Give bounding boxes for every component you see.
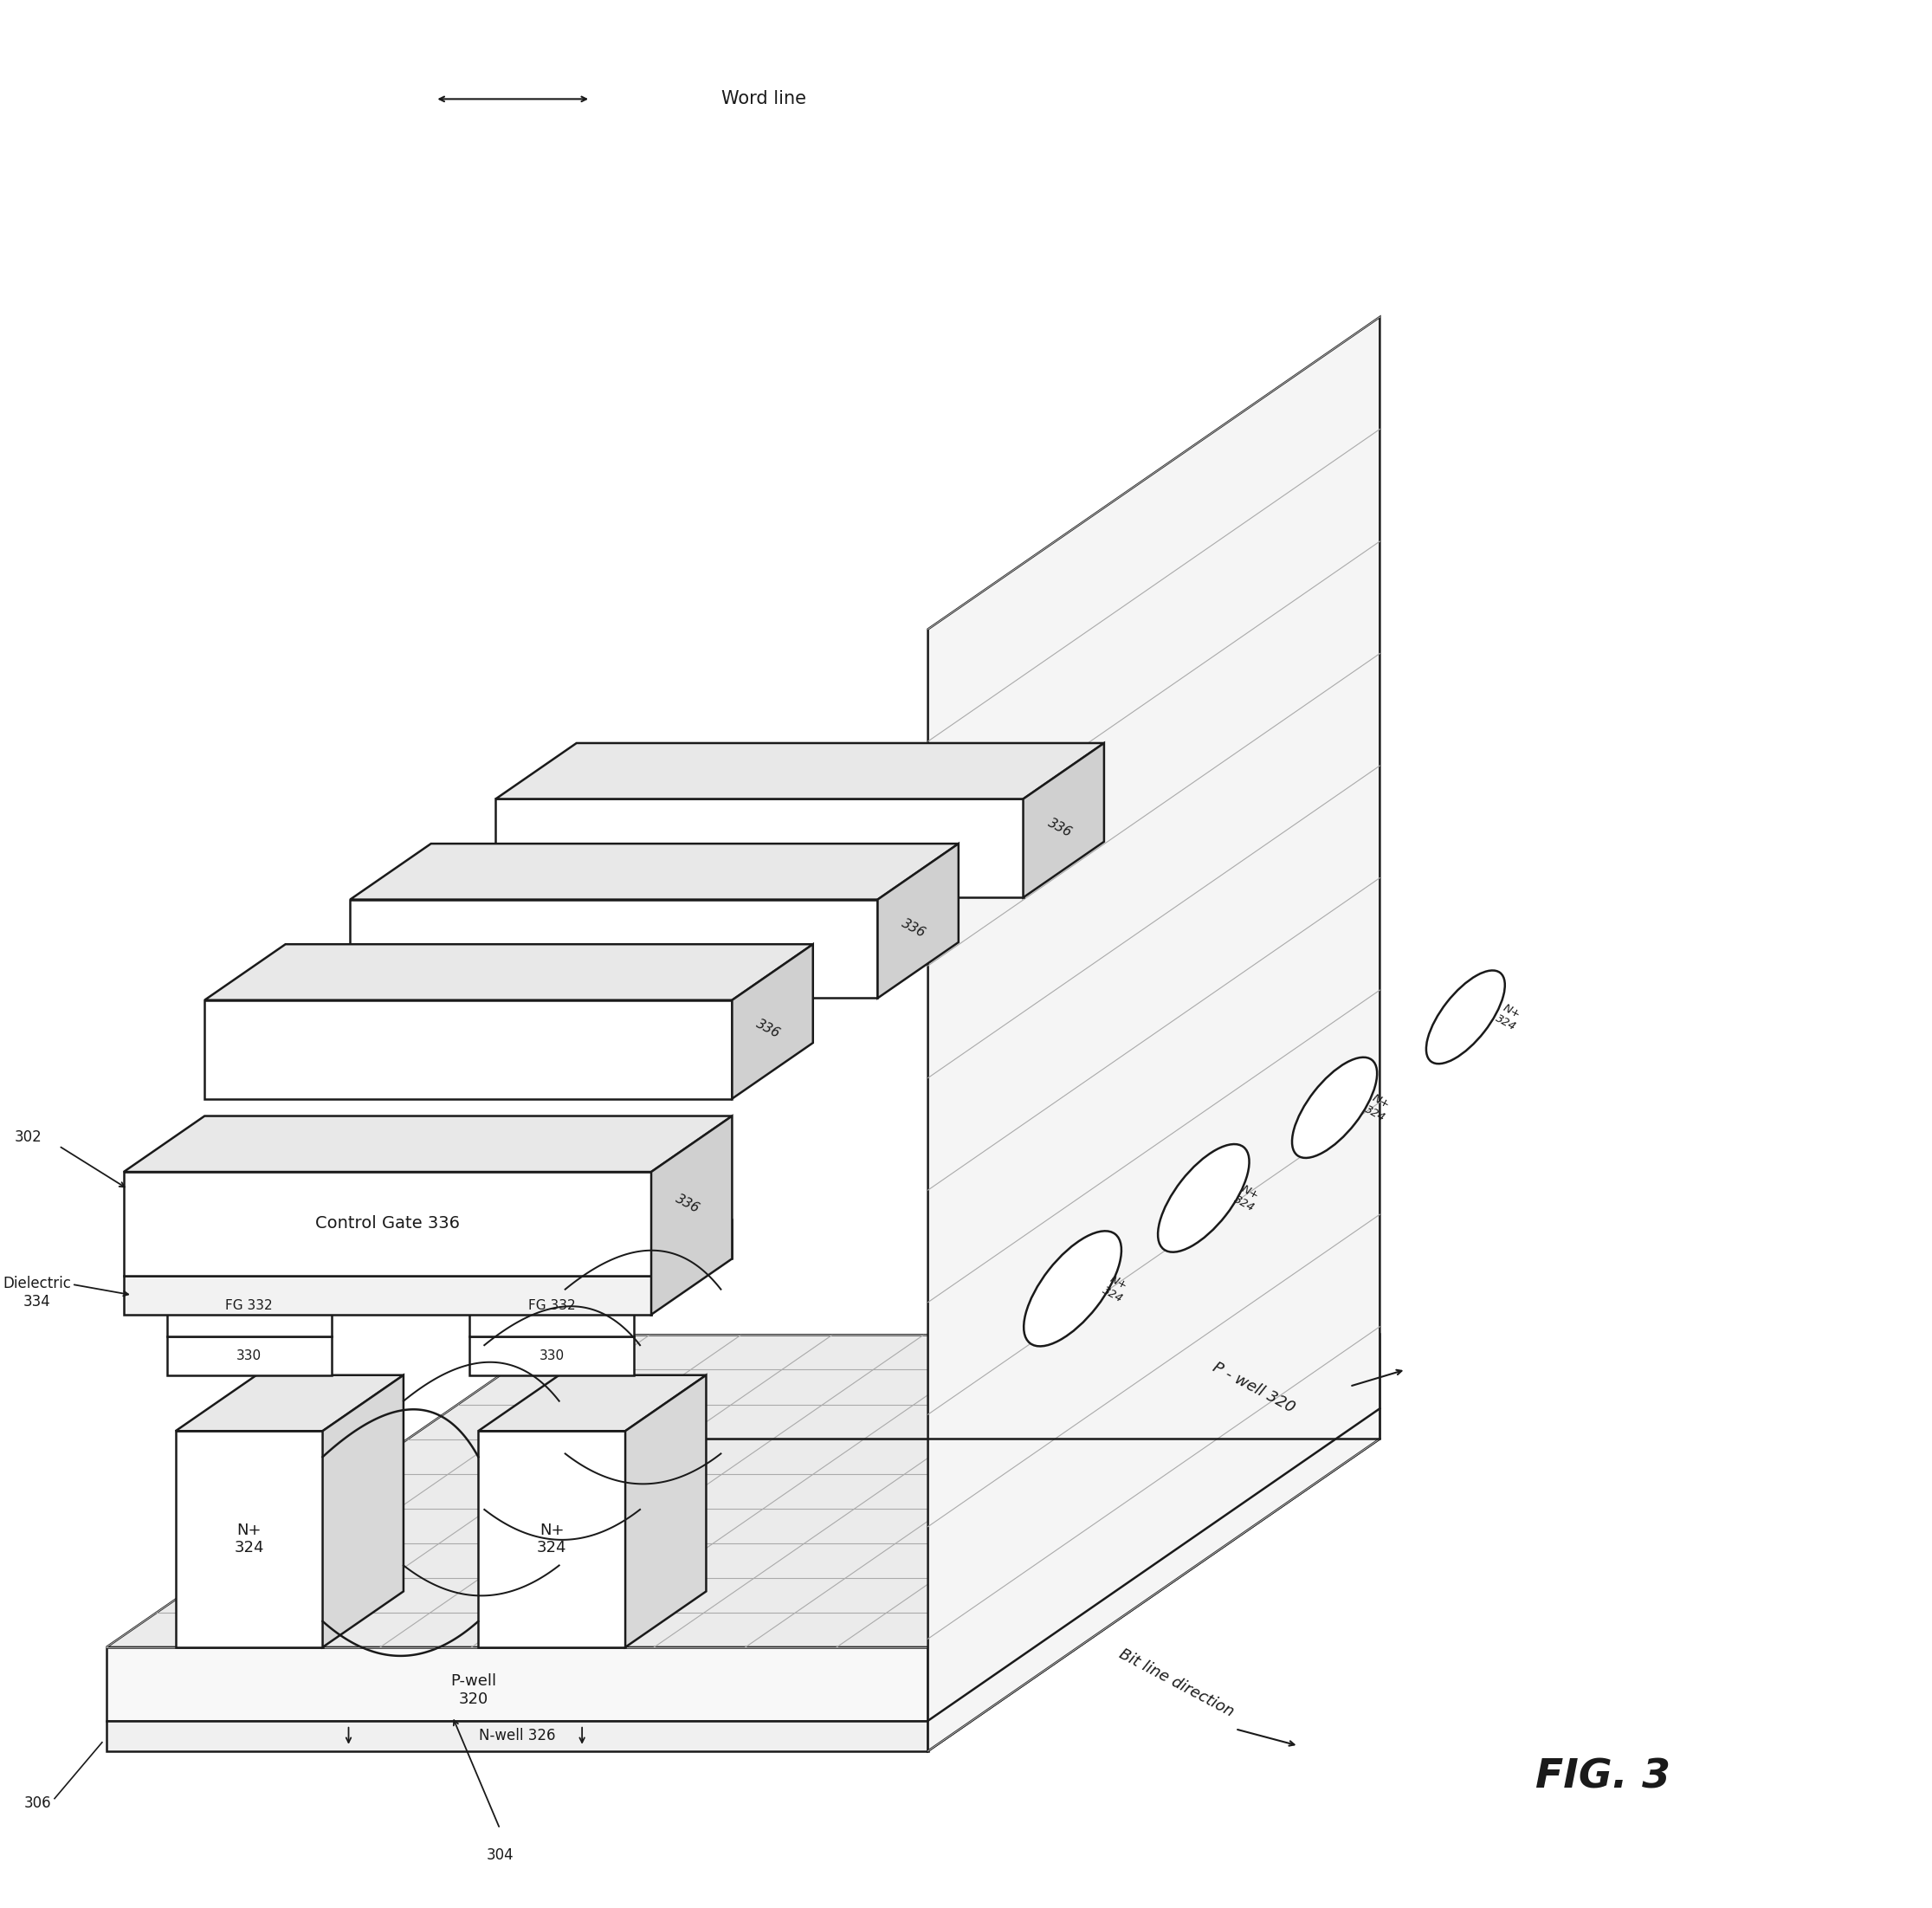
Polygon shape	[176, 1431, 323, 1647]
Polygon shape	[323, 1376, 404, 1647]
Polygon shape	[350, 899, 877, 998]
Ellipse shape	[1024, 1231, 1121, 1347]
Ellipse shape	[1157, 1145, 1250, 1252]
Text: P-well
320: P-well 320	[450, 1673, 497, 1708]
Polygon shape	[497, 799, 1024, 897]
Text: N+
324: N+ 324	[1493, 1002, 1524, 1032]
Polygon shape	[205, 1000, 732, 1099]
Polygon shape	[479, 1431, 626, 1647]
Text: 336: 336	[900, 918, 927, 941]
Text: Bit line direction: Bit line direction	[1117, 1647, 1236, 1719]
Text: Dielectric
334: Dielectric 334	[4, 1276, 71, 1309]
Text: FIG. 3: FIG. 3	[1534, 1757, 1669, 1797]
Polygon shape	[106, 1336, 1379, 1647]
Polygon shape	[1024, 742, 1103, 897]
Polygon shape	[927, 317, 1379, 1752]
Text: N+
324: N+ 324	[234, 1523, 265, 1555]
Polygon shape	[479, 1376, 707, 1431]
Polygon shape	[176, 1376, 404, 1431]
Text: 330: 330	[539, 1349, 564, 1362]
Text: N+
324: N+ 324	[1231, 1183, 1262, 1213]
Polygon shape	[469, 1276, 634, 1336]
Text: N-well 326: N-well 326	[479, 1729, 556, 1744]
Polygon shape	[205, 944, 813, 1000]
Polygon shape	[166, 1336, 330, 1376]
Polygon shape	[350, 843, 958, 899]
Text: 304: 304	[487, 1847, 514, 1862]
Polygon shape	[626, 1376, 707, 1647]
Polygon shape	[927, 1336, 1379, 1752]
Text: Word line: Word line	[721, 90, 806, 107]
Polygon shape	[497, 742, 1103, 799]
Text: N+
324: N+ 324	[1362, 1091, 1393, 1124]
Polygon shape	[469, 1336, 634, 1376]
Polygon shape	[106, 1647, 927, 1721]
Text: 306: 306	[23, 1795, 50, 1811]
Text: FG 332: FG 332	[226, 1299, 272, 1313]
Text: 302: 302	[15, 1130, 43, 1145]
Text: FG 332: FG 332	[527, 1299, 576, 1313]
Ellipse shape	[1293, 1057, 1378, 1158]
Polygon shape	[166, 1276, 330, 1336]
Text: N+
324: N+ 324	[537, 1523, 566, 1555]
Polygon shape	[877, 843, 958, 998]
Polygon shape	[106, 1721, 927, 1752]
Polygon shape	[651, 1116, 732, 1315]
Text: Control Gate 336: Control Gate 336	[315, 1215, 460, 1233]
Text: 336: 336	[674, 1192, 701, 1215]
Polygon shape	[124, 1116, 732, 1172]
Text: P - well 320: P - well 320	[1209, 1360, 1296, 1416]
Text: 336: 336	[1045, 817, 1074, 840]
Polygon shape	[732, 944, 813, 1099]
Polygon shape	[124, 1172, 651, 1276]
Polygon shape	[124, 1276, 651, 1315]
Ellipse shape	[1426, 971, 1505, 1065]
Text: 330: 330	[236, 1349, 261, 1362]
Text: N+
324: N+ 324	[1101, 1273, 1130, 1305]
Text: 336: 336	[753, 1017, 782, 1042]
